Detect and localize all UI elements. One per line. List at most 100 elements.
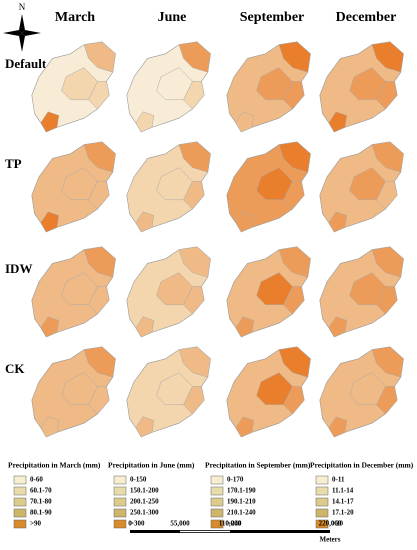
region: [328, 416, 348, 438]
region: [328, 211, 348, 233]
legend-label: >90: [30, 520, 41, 528]
scale-bar-segment: [180, 530, 230, 533]
legend-swatch: [315, 508, 329, 518]
region: [278, 346, 311, 378]
legend-label: 150.1-200: [130, 487, 159, 495]
legend-label: 11.1-14: [332, 487, 354, 495]
legend-swatch: [113, 475, 127, 485]
map-panel: [226, 41, 311, 133]
legend-title: Precipitation in December (mm): [310, 461, 414, 470]
scale-label: 110,000: [219, 520, 242, 528]
region: [183, 286, 205, 315]
region: [278, 41, 311, 73]
region: [235, 211, 255, 233]
legend-label: 250.1-300: [130, 509, 159, 517]
map-panel: [319, 41, 404, 133]
legend-swatch: [113, 519, 127, 529]
region: [88, 81, 110, 110]
region: [278, 246, 311, 278]
region: [235, 416, 255, 438]
region: [376, 181, 398, 210]
map-panel: [226, 141, 311, 233]
region: [40, 211, 60, 233]
region: [283, 181, 305, 210]
region: [235, 316, 255, 338]
compass-label: N: [19, 2, 26, 12]
legend-label: 60.1-70: [30, 487, 52, 495]
compass-arm: [19, 14, 25, 33]
legend-swatch: [315, 475, 329, 485]
legend-swatch: [113, 497, 127, 507]
row-label: Default: [5, 56, 47, 71]
scale-unit: Meters: [320, 536, 341, 544]
map-panel: [319, 346, 404, 438]
row-label: IDW: [5, 261, 32, 276]
region: [328, 111, 348, 133]
legend-label: 0-60: [30, 476, 43, 484]
map-panel: [31, 141, 116, 233]
legend-swatch: [315, 497, 329, 507]
compass-arm: [22, 30, 41, 36]
map-panel: [126, 346, 211, 438]
region: [283, 286, 305, 315]
legend-title: Precipitation in September (mm): [205, 461, 311, 470]
legend-swatch: [13, 497, 27, 507]
region: [40, 316, 60, 338]
row-label: CK: [5, 361, 25, 376]
region: [88, 181, 110, 210]
map-panel: [31, 41, 116, 133]
region: [376, 386, 398, 415]
legend-title: Precipitation in June (mm): [108, 461, 195, 470]
region: [83, 246, 116, 278]
map-panel: [319, 141, 404, 233]
region: [178, 246, 211, 278]
legend-swatch: [113, 486, 127, 496]
region: [40, 111, 60, 133]
legend-swatch: [210, 508, 224, 518]
region: [135, 111, 155, 133]
legend-label: 70.1-80: [30, 498, 52, 506]
column-header: June: [158, 10, 187, 25]
legend-label: 190.1-210: [227, 498, 256, 506]
legend-swatch: [210, 497, 224, 507]
legend-swatch: [13, 486, 27, 496]
legend-label: >20: [332, 520, 343, 528]
legend-swatch: [210, 519, 224, 529]
region: [83, 141, 116, 173]
region: [135, 416, 155, 438]
region: [371, 246, 404, 278]
legend-label: 14.1-17: [332, 498, 354, 506]
legend-title: Precipitation in March (mm): [8, 461, 101, 470]
map-panel: [31, 346, 116, 438]
map-panel: [31, 246, 116, 338]
region: [83, 41, 116, 73]
map-panel: [226, 346, 311, 438]
legend-label: 80.1-90: [30, 509, 52, 517]
region: [371, 141, 404, 173]
scale-label: 0: [128, 520, 132, 528]
scale-label: 220,000: [319, 520, 342, 528]
legend-swatch: [210, 486, 224, 496]
region: [178, 41, 211, 73]
region: [40, 416, 60, 438]
region: [183, 181, 205, 210]
region: [183, 81, 205, 110]
legend-swatch: [13, 475, 27, 485]
scale-label: 55,000: [170, 520, 190, 528]
region: [376, 81, 398, 110]
region: [178, 141, 211, 173]
region: [283, 386, 305, 415]
legend-label: 200.1-250: [130, 498, 159, 506]
legend-label: >240: [227, 520, 242, 528]
legend-label: 0-150: [130, 476, 147, 484]
region: [371, 346, 404, 378]
region: [328, 316, 348, 338]
row-label: TP: [5, 156, 22, 171]
region: [88, 286, 110, 315]
legend-swatch: [13, 519, 27, 529]
legend-label: 0-11: [332, 476, 345, 484]
region: [183, 386, 205, 415]
legend-label: 210.1-240: [227, 509, 256, 517]
map-panel: [126, 141, 211, 233]
